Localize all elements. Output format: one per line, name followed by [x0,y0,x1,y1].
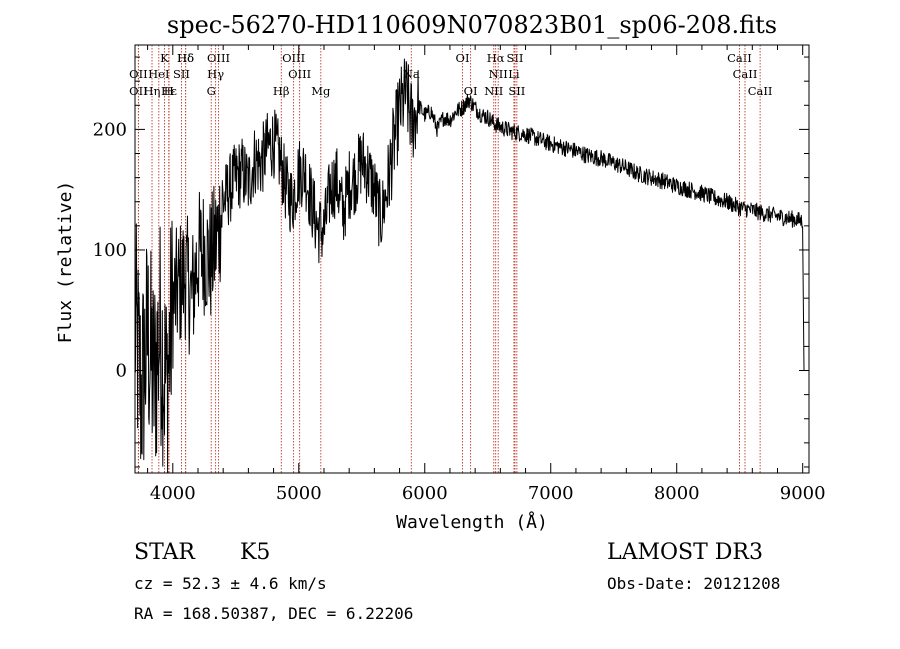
flux-line [134,58,805,474]
x-tick-label: 9000 [780,483,826,504]
x-axis-label: Wavelength (Å) [396,511,548,533]
object-subclass: K5 [240,540,271,565]
observation-date: Obs-Date: 20121208 [607,574,781,593]
flux-series [134,58,805,474]
redshift-value: cz = 52.3 ± 4.6 km/s [134,574,327,593]
line-label: OIII [282,51,305,65]
line-label: SII [173,67,190,81]
axis-ticks: 4000 5000 6000 7000 8000 9000 0 100 200 [93,45,826,504]
line-label: Li [508,67,520,81]
plot-frame [134,44,810,474]
line-label: Hγ [207,67,224,81]
line-label: NII [489,67,508,81]
y-tick-label: 200 [93,119,127,140]
line-label: Hβ [273,84,290,98]
line-label: OIII [207,51,230,65]
survey-name: LAMOST DR3 [607,540,763,565]
line-label: H [164,84,174,98]
line-label: NII [484,84,503,98]
y-tick-label: 0 [116,361,127,382]
x-tick-label: 7000 [528,483,574,504]
line-label: OI [456,51,470,65]
chart-title: spec-56270-HD110609N070823B01_sp06-208.f… [167,11,777,39]
line-label: Na [403,67,420,81]
line-label: G [207,84,216,98]
line-label: OIII [288,67,311,81]
line-label: OII [129,67,148,81]
line-label: CaII [733,67,758,81]
line-label: SII [506,51,523,65]
x-tick-label: 6000 [402,483,448,504]
line-label: OII [129,84,148,98]
line-label: K [160,51,169,65]
line-label: SII [508,84,525,98]
line-label: HeI [148,67,169,81]
x-tick-label: 8000 [654,483,700,504]
line-label: CaII [727,51,752,65]
x-tick-label: 5000 [276,483,322,504]
x-tick-label: 4000 [150,483,196,504]
coordinates: RA = 168.50387, DEC = 6.22206 [134,604,414,623]
line-label: Hα [487,51,505,65]
line-label: Mg [311,84,331,98]
y-tick-label: 100 [93,240,127,261]
line-label: CaII [748,84,773,98]
object-class: STAR [134,540,195,565]
y-axis-label: Flux (relative) [55,181,76,344]
line-label: Hδ [177,51,194,65]
line-label: Hη [144,84,161,98]
